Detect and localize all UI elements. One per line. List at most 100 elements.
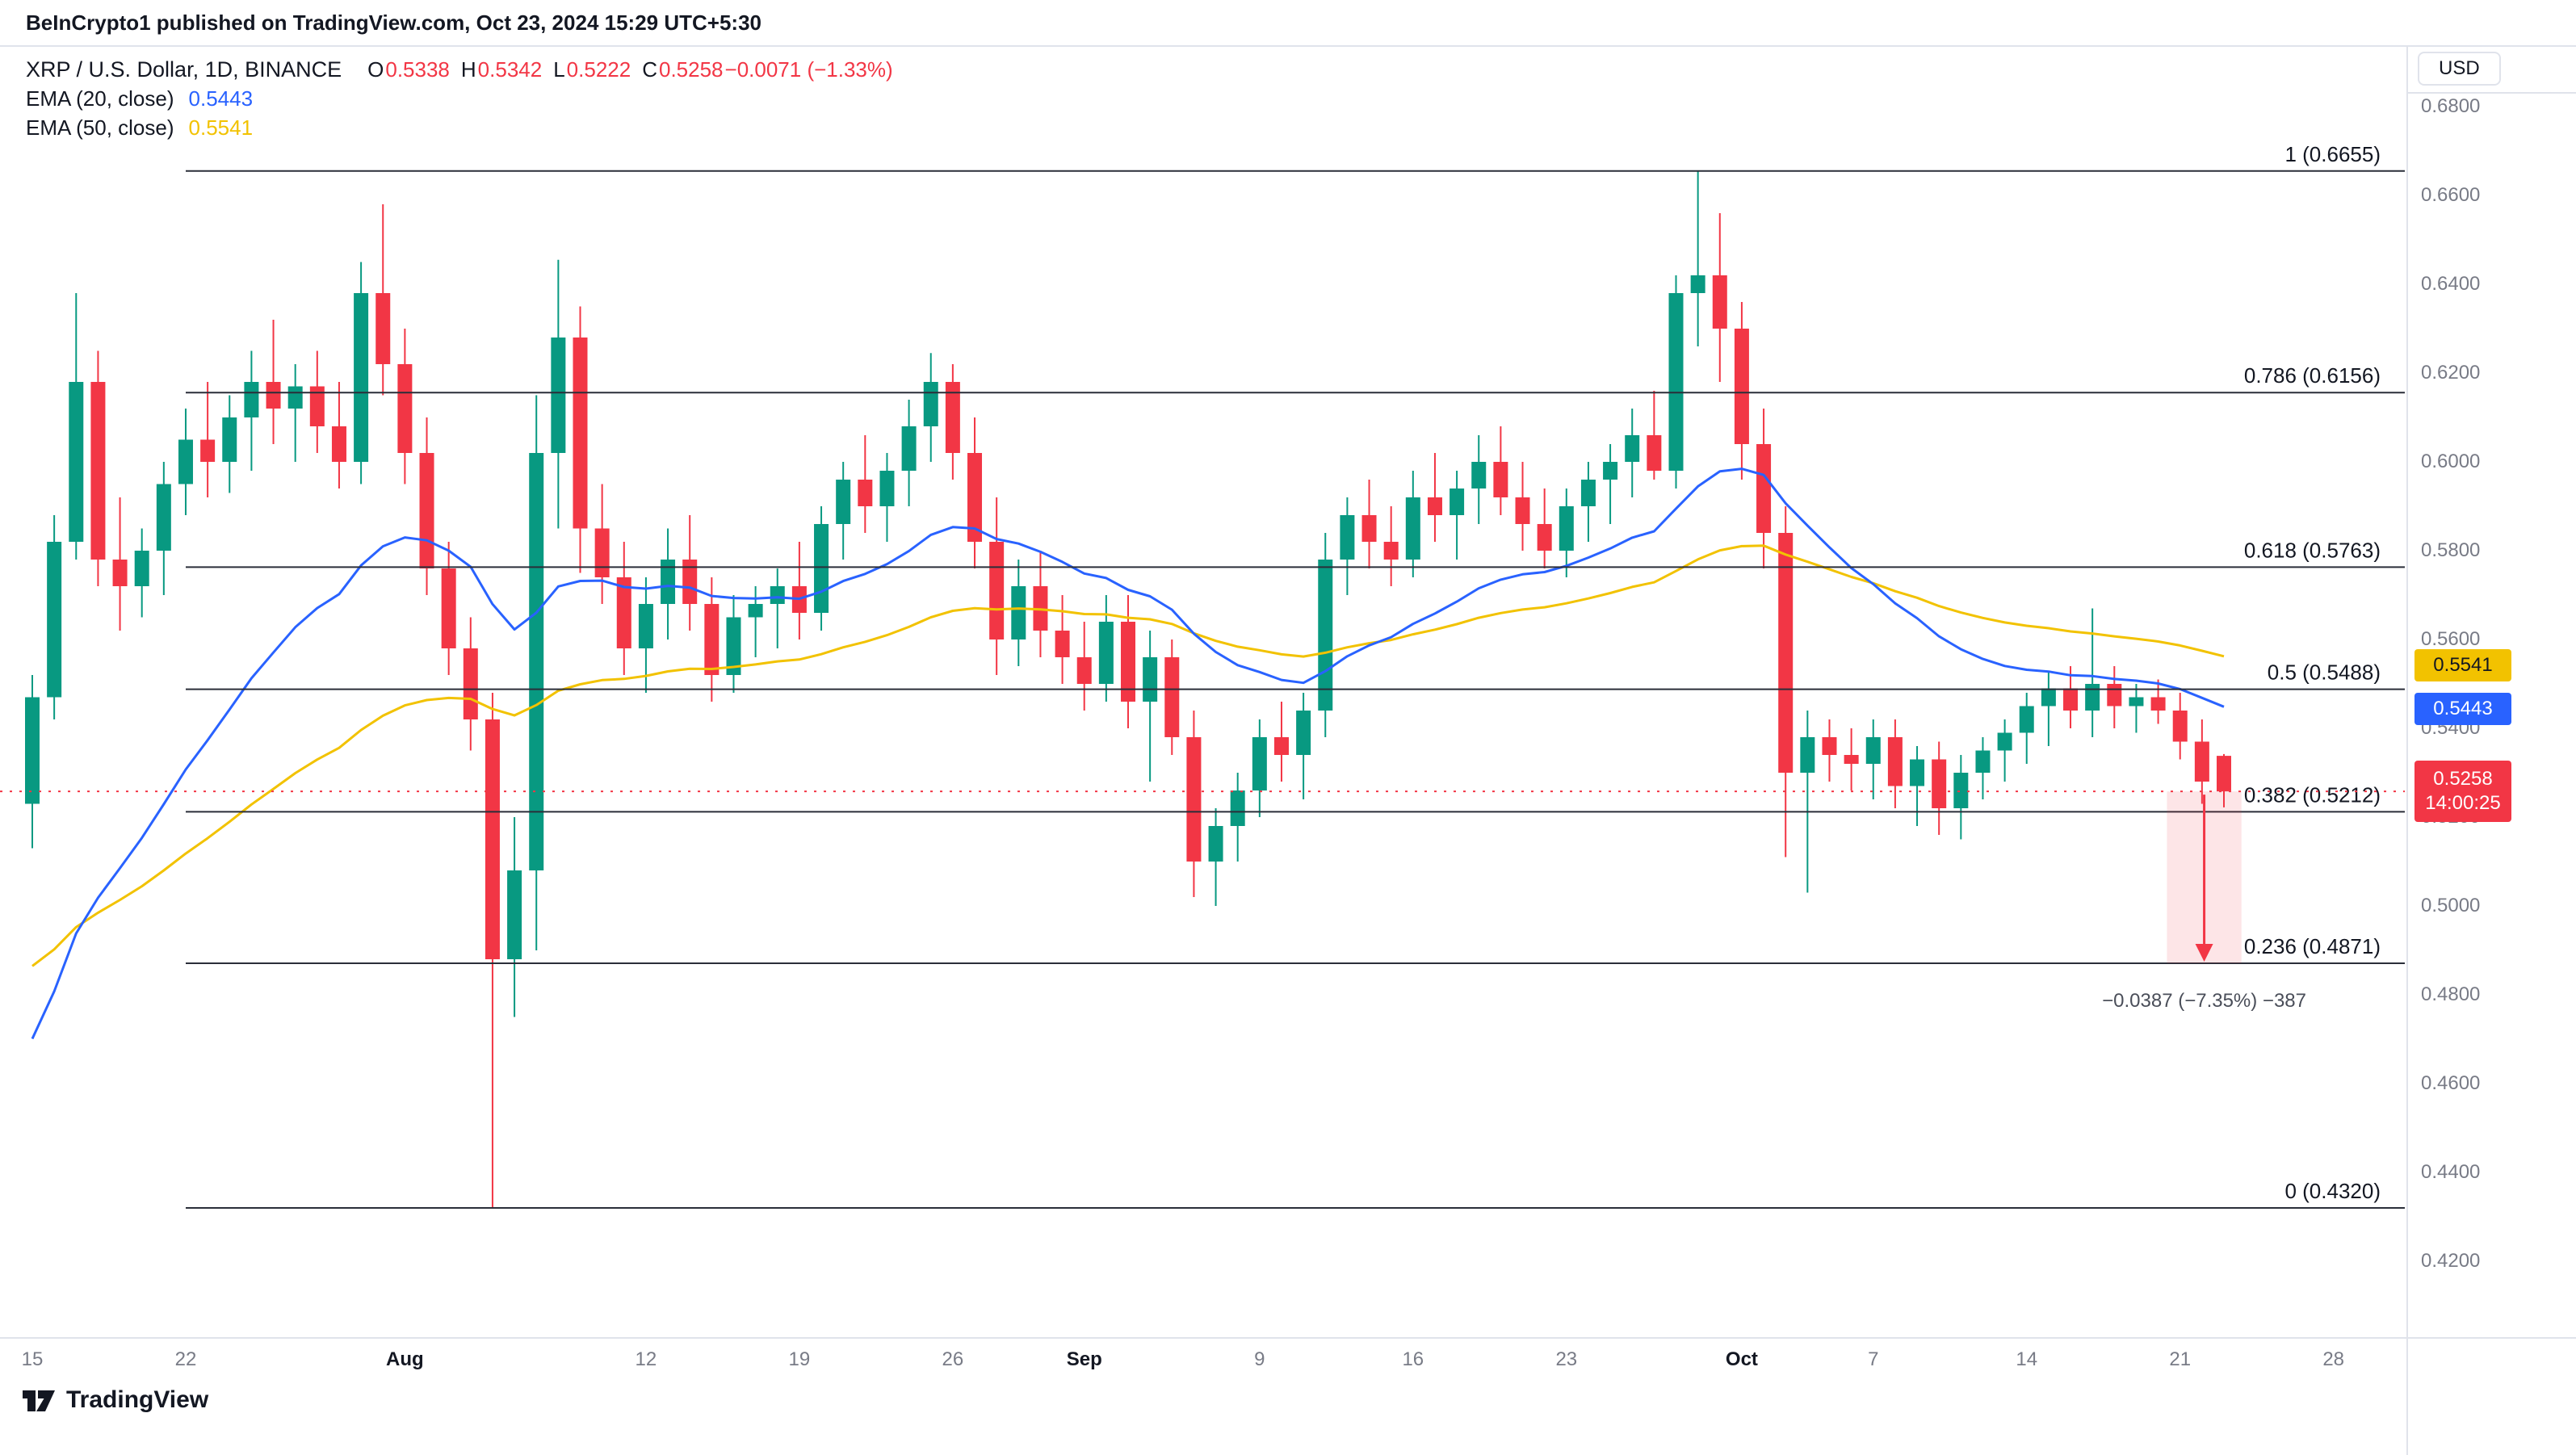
publish-text: BeInCrypto1 published on TradingView.com…: [26, 10, 762, 35]
candle: [463, 617, 478, 751]
time-axis[interactable]: 15 22 Aug 12 19 26 Sep 9 16 23 Oct 7 14 21 28: [0, 1337, 2406, 1402]
candle: [901, 400, 917, 506]
candle: [178, 409, 193, 515]
candle: [1318, 533, 1333, 737]
time-tick: 26: [942, 1348, 964, 1370]
candle: [1580, 462, 1596, 542]
ema20-line[interactable]: [31, 468, 2225, 1040]
price-range-measurement[interactable]: −0.0387 (−7.35%) −387: [2102, 791, 2306, 1012]
candle: [266, 320, 281, 444]
close-value: 0.5258: [658, 57, 724, 82]
fib-retracement[interactable]: 1 (0.6655) 0.786 (0.6156) 0.618 (0.5763) 0.…: [186, 142, 2405, 1209]
time-tick-month: Sep: [1066, 1348, 1102, 1370]
price-tick: 0.4200: [2421, 1250, 2481, 1272]
candle: [112, 497, 128, 631]
candle: [1230, 773, 1245, 862]
candle: [2085, 608, 2100, 737]
candle: [1098, 595, 1114, 702]
candle: [2107, 666, 2122, 728]
open-label: O: [367, 57, 384, 82]
ema50-line[interactable]: [31, 544, 2225, 967]
candle: [1625, 409, 1640, 497]
candle: [682, 515, 698, 631]
price-axis-separator: [2408, 92, 2576, 94]
candle: [1340, 497, 1355, 595]
candle: [1383, 506, 1399, 586]
candle: [989, 497, 1005, 675]
candle: [1296, 693, 1311, 799]
candle: [397, 329, 413, 484]
ema50-value: 0.5541: [188, 115, 254, 140]
candle: [945, 364, 960, 480]
candle: [375, 204, 391, 396]
candle: [134, 528, 149, 618]
ema50-row: EMA (50, close) 0.5541: [26, 113, 893, 142]
time-tick: 22: [174, 1348, 197, 1370]
time-axis-separator: [0, 1337, 2576, 1339]
candle: [1450, 471, 1465, 560]
candle: [770, 568, 785, 648]
candle: [2019, 693, 2034, 764]
change-value: −0.0071 (−1.33%): [724, 57, 893, 82]
candle: [551, 259, 566, 529]
candle: [156, 462, 171, 595]
symbol-title[interactable]: XRP / U.S. Dollar, 1D, BINANCE: [26, 57, 342, 82]
arrow-down-icon: [2195, 943, 2213, 962]
fib-label: 0.236 (0.4871): [2244, 934, 2381, 958]
candle: [1756, 409, 1772, 568]
time-tick: 28: [2322, 1348, 2345, 1370]
time-tick: 12: [635, 1348, 657, 1370]
candle: [1822, 719, 1837, 782]
candle: [47, 515, 62, 719]
candle: [1668, 275, 1684, 488]
price-tick: 0.4600: [2421, 1072, 2481, 1094]
ema20-row: EMA (20, close) 0.5443: [26, 84, 893, 113]
candle: [1690, 170, 1705, 346]
candle: [1932, 741, 1947, 835]
candle: [661, 528, 676, 639]
fib-label: 0.5 (0.5488): [2268, 660, 2381, 685]
time-tick: 9: [1254, 1348, 1265, 1370]
candle: [594, 484, 610, 604]
ema50-badge: 0.5541: [2414, 649, 2511, 682]
candle: [704, 577, 720, 702]
price-tick: 0.5600: [2421, 628, 2481, 650]
candle: [2041, 670, 2056, 746]
candle: [222, 395, 237, 493]
candle: [1208, 808, 1223, 906]
currency-button[interactable]: USD: [2418, 52, 2501, 86]
candle: [441, 542, 456, 675]
candle: [1011, 560, 1026, 666]
candle: [1493, 426, 1508, 515]
ema50-label[interactable]: EMA (50, close): [26, 115, 174, 140]
candle: [1055, 595, 1070, 684]
candle: [1515, 462, 1530, 551]
fib-label: 0.618 (0.5763): [2244, 538, 2381, 562]
candle: [1734, 302, 1749, 480]
candle: [1537, 488, 1552, 568]
price-axis[interactable]: USD 0.6800 0.6600 0.6400 0.6200 0.6000 0.5800…: [2406, 47, 2576, 1455]
ema20-label[interactable]: EMA (20, close): [26, 86, 174, 111]
chart-canvas[interactable]: 1 (0.6655) 0.786 (0.6156) 0.618 (0.5763) 0.…: [0, 0, 2406, 1455]
candle: [1887, 719, 1903, 808]
candle: [1427, 453, 1442, 542]
candle: [1471, 435, 1487, 524]
price-tick: 0.5000: [2421, 895, 2481, 916]
candle: [2217, 753, 2231, 807]
candle: [1143, 631, 1158, 782]
tradingview-logo-icon: [23, 1390, 55, 1411]
low-label: L: [553, 57, 565, 82]
fib-label: 0 (0.4320): [2284, 1179, 2381, 1203]
candles-layer: [25, 170, 2231, 1208]
time-tick-month: Oct: [1725, 1348, 1758, 1370]
candle: [485, 693, 500, 1208]
close-label: C: [642, 57, 657, 82]
tradingview-attribution[interactable]: TradingView: [21, 1384, 208, 1416]
time-tick: 16: [1402, 1348, 1424, 1370]
price-tick: 0.6600: [2421, 184, 2481, 206]
candle: [1273, 702, 1289, 782]
candle: [1800, 711, 1815, 893]
candle: [879, 453, 895, 542]
symbol-row: XRP / U.S. Dollar, 1D, BINANCE O 0.5338 …: [26, 55, 893, 84]
candle: [638, 577, 653, 693]
